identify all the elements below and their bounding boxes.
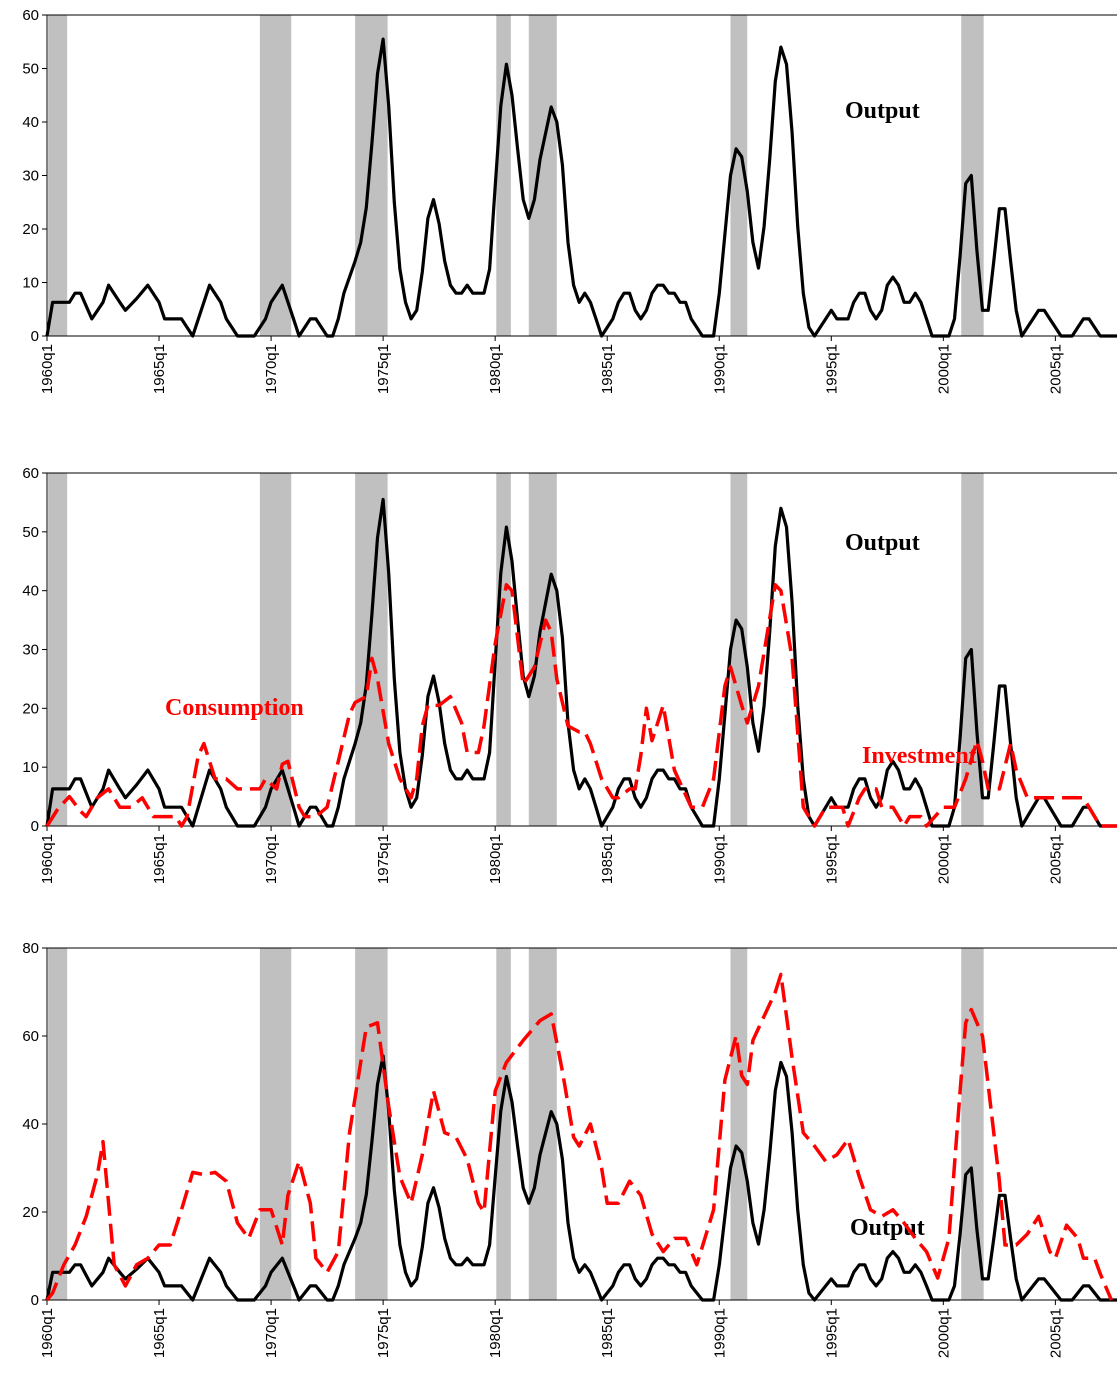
x-tick-label: 1965q1 <box>151 834 168 884</box>
x-tick-label: 1970q1 <box>263 344 280 394</box>
x-tick-label: 1970q1 <box>263 834 280 884</box>
shaded-period <box>48 948 68 1300</box>
series-label: Consumption <box>165 695 304 721</box>
y-tick-label: 0 <box>31 818 39 835</box>
x-tick-label: 2005q1 <box>1047 1308 1064 1358</box>
x-tick-label: 2000q1 <box>935 344 952 394</box>
x-tick-label: 1970q1 <box>263 1308 280 1358</box>
shaded-period <box>730 948 748 1300</box>
y-tick-label: 60 <box>22 1028 39 1045</box>
x-tick-label: 1990q1 <box>711 344 728 394</box>
series-label: Output <box>845 530 920 556</box>
series-line <box>45 1054 1117 1302</box>
shaded-period <box>355 473 388 826</box>
x-tick-label: 2000q1 <box>935 1308 952 1358</box>
shaded-period <box>48 15 68 336</box>
x-tick-label: 1975q1 <box>375 834 392 884</box>
x-tick-label: 1985q1 <box>599 344 616 394</box>
x-tick-label: 1995q1 <box>823 1308 840 1358</box>
x-tick-label: 1985q1 <box>599 1308 616 1358</box>
x-tick-label: 2000q1 <box>935 834 952 884</box>
y-tick-label: 50 <box>22 61 39 78</box>
x-tick-label: 2005q1 <box>1047 834 1064 884</box>
y-tick-label: 30 <box>22 168 39 185</box>
y-tick-label: 60 <box>22 7 39 24</box>
x-tick-label: 1975q1 <box>375 344 392 394</box>
y-tick-label: 10 <box>22 275 39 292</box>
shaded-period <box>528 948 557 1300</box>
x-tick-label: 1995q1 <box>823 834 840 884</box>
series-label: Output <box>845 98 920 124</box>
shaded-period <box>961 948 984 1300</box>
x-tick-label: 1985q1 <box>599 834 616 884</box>
x-tick-label: 1990q1 <box>711 1308 728 1358</box>
series-line <box>45 497 1117 828</box>
series-line <box>45 583 1117 828</box>
y-tick-label: 20 <box>22 1204 39 1221</box>
y-tick-label: 40 <box>22 1116 39 1133</box>
series-line <box>45 972 1114 1302</box>
series-label: Investment <box>862 743 977 769</box>
y-tick-label: 30 <box>22 642 39 659</box>
x-tick-label: 1960q1 <box>39 1308 56 1358</box>
y-tick-label: 10 <box>22 759 39 776</box>
x-tick-label: 2005q1 <box>1047 344 1064 394</box>
y-tick-label: 80 <box>22 940 39 957</box>
shaded-period <box>496 948 511 1300</box>
shaded-period <box>528 15 557 336</box>
x-tick-label: 1975q1 <box>375 1308 392 1358</box>
shaded-period <box>355 15 388 336</box>
shaded-period <box>730 15 748 336</box>
y-tick-label: 60 <box>22 465 39 482</box>
y-tick-label: 50 <box>22 524 39 541</box>
x-tick-label: 1965q1 <box>151 1308 168 1358</box>
series-line <box>45 37 1117 338</box>
shaded-period <box>496 473 511 826</box>
shaded-period <box>259 15 292 336</box>
x-tick-label: 1980q1 <box>487 1308 504 1358</box>
y-tick-label: 0 <box>31 328 39 345</box>
shaded-period <box>355 948 388 1300</box>
y-tick-label: 40 <box>22 583 39 600</box>
shaded-period <box>259 948 292 1300</box>
shaded-period <box>259 473 292 826</box>
y-tick-label: 0 <box>31 1292 39 1309</box>
y-tick-label: 20 <box>22 221 39 238</box>
y-tick-label: 20 <box>22 700 39 717</box>
y-tick-label: 40 <box>22 114 39 131</box>
x-tick-label: 1965q1 <box>151 344 168 394</box>
x-tick-label: 1960q1 <box>39 834 56 884</box>
x-tick-label: 1980q1 <box>487 834 504 884</box>
shaded-period <box>48 473 68 826</box>
x-tick-label: 1980q1 <box>487 344 504 394</box>
x-tick-label: 1995q1 <box>823 344 840 394</box>
shaded-period <box>496 15 511 336</box>
x-tick-label: 1990q1 <box>711 834 728 884</box>
x-tick-label: 1960q1 <box>39 344 56 394</box>
shaded-period <box>730 473 748 826</box>
